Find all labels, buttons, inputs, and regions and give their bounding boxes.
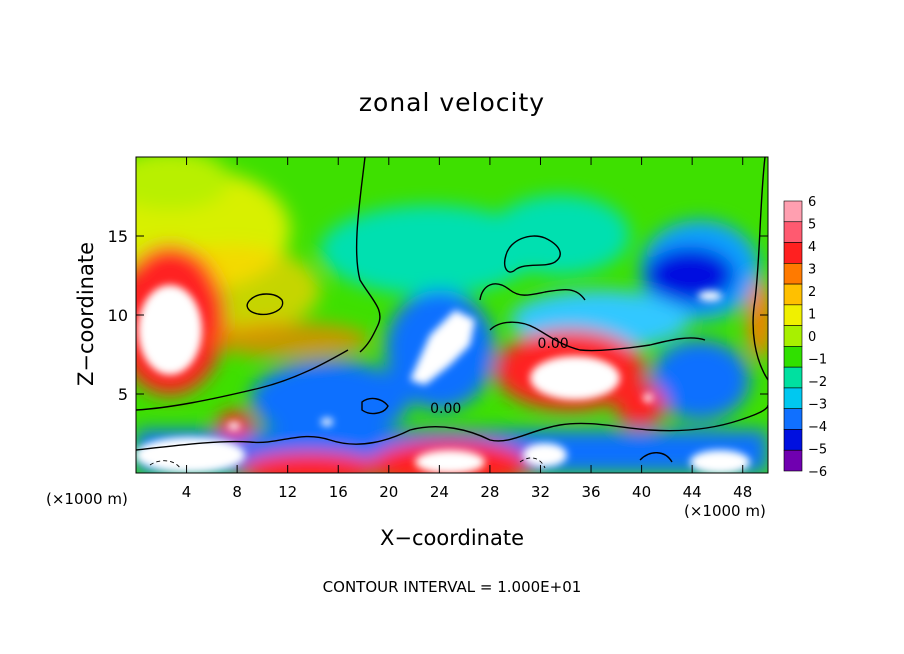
colorbar-swatch	[783, 283, 803, 306]
x-tick-label: 16	[329, 483, 348, 501]
colorbar-swatch	[783, 325, 803, 347]
x-tick-label: 40	[632, 483, 651, 501]
contour-interval-note: CONTOUR INTERVAL = 1.000E+01	[322, 578, 582, 596]
x-unit-label-right: (×1000 m)	[684, 502, 766, 520]
x-tick-label: 4	[182, 483, 192, 501]
x-tick-label: 32	[531, 483, 550, 501]
colorbar-swatch	[783, 408, 803, 430]
x-tick-label: 24	[430, 483, 449, 501]
colorbar-label: −4	[808, 420, 827, 435]
chart-title: zonal velocity	[358, 88, 546, 117]
contour-label: 0.00	[430, 401, 461, 417]
x-tick-label: 8	[232, 483, 242, 501]
colorbar-label: 2	[808, 285, 816, 300]
colorbar-label: 6	[808, 195, 816, 210]
colorbar-label: −6	[808, 465, 827, 480]
x-tick-label: 48	[733, 483, 752, 501]
negative-contours	[149, 457, 546, 469]
colorbar-swatch	[783, 366, 803, 389]
colorbar-label: −3	[808, 398, 827, 413]
colorbar-label: −2	[808, 375, 827, 390]
x-axis-ticks: 4 8 12 16 20 24 28 32 36 40 44 48	[182, 157, 752, 501]
x-axis-label: X−coordinate	[380, 526, 524, 550]
x-tick-label: 36	[581, 483, 600, 501]
colorbar-swatch	[783, 221, 803, 243]
colorbar-swatch	[783, 387, 803, 409]
y-tick-label: 15	[108, 227, 128, 246]
contour-labels: 0.00 0.00	[430, 336, 569, 417]
colorbar-label: −1	[808, 353, 827, 368]
colorbar-label: 0	[808, 330, 816, 345]
colorbar-label: 4	[808, 240, 816, 255]
colorbar-swatch	[783, 200, 803, 223]
y-tick-label: 5	[118, 385, 128, 404]
contour-label: 0.00	[538, 336, 569, 352]
colorbar-swatch	[783, 449, 803, 472]
x-tick-label: 44	[683, 483, 702, 501]
y-axis-ticks: 5 10 15	[108, 227, 768, 404]
colorbar-label: 3	[808, 263, 816, 278]
colorbar-label: 5	[808, 218, 816, 233]
x-tick-label: 28	[480, 483, 499, 501]
x-unit-label-left: (×1000 m)	[46, 490, 128, 508]
colorbar-swatch	[783, 304, 803, 326]
colorbar-label: −5	[808, 443, 827, 458]
zero-contours	[136, 157, 768, 463]
y-tick-label: 10	[108, 306, 128, 325]
x-tick-label: 12	[278, 483, 297, 501]
colorbar-swatch	[783, 346, 803, 368]
colorbar-swatch	[783, 429, 803, 451]
colorbar-swatch	[783, 242, 803, 264]
colorbar-swatch	[783, 263, 803, 285]
colorbar-label: 1	[808, 308, 816, 323]
x-tick-label: 20	[379, 483, 398, 501]
colorbar: 6 5 4 3 2 1 0 −1 −2 −3 −4 −5 −6	[783, 195, 827, 480]
velocity-field	[136, 157, 768, 473]
